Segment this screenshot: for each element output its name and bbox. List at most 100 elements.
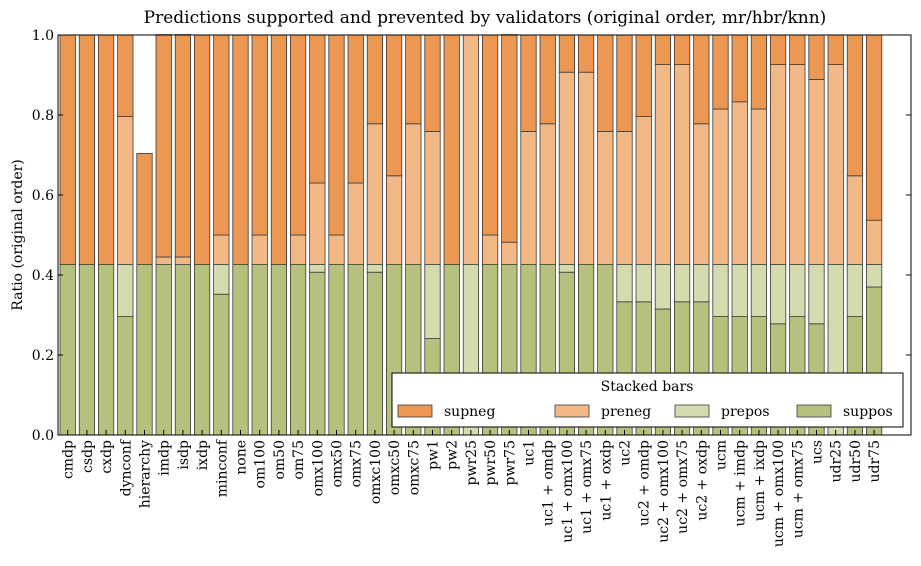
bar-prepos: [616, 264, 633, 303]
x-tick-label: omx50: [330, 440, 346, 487]
bar-preneg: [654, 64, 672, 265]
x-tick-label: om100: [253, 440, 269, 488]
bar-supneg: [347, 34, 364, 184]
bar-suppos: [347, 264, 364, 436]
bar-prepos: [750, 264, 768, 318]
x-tick-label: ucm + omx75: [790, 440, 806, 538]
bar-prepos: [366, 264, 384, 273]
x-tick-label: ucm + omx100: [771, 440, 787, 547]
x-tick-label: uc2 + oxdp: [694, 440, 710, 521]
bar-supneg: [616, 34, 633, 132]
bar-supneg: [174, 34, 191, 258]
x-tick-label: omx75: [349, 440, 365, 487]
bar-preneg: [289, 234, 307, 266]
bar-supneg: [731, 34, 748, 103]
x-tick-label: dynconf: [118, 438, 134, 496]
bar-supneg: [846, 34, 864, 177]
legend-swatch-suppos: [796, 404, 832, 418]
x-tick-label: uc1 + omx100: [560, 440, 576, 543]
bar-supneg: [770, 34, 787, 66]
x-tick-label: om50: [272, 440, 288, 480]
x-tick-label: om75: [291, 440, 307, 480]
bar-prepos: [770, 264, 787, 325]
bar-supneg: [750, 34, 768, 110]
bar-suppos: [78, 264, 95, 436]
x-axis: cmdp csdp cxdp dynconf hierarchy imdp isdp ixdp…: [61, 430, 883, 547]
bar-preneg: [693, 123, 710, 266]
x-tick-label: pw2: [445, 440, 461, 470]
bar-preneg: [251, 234, 268, 266]
y-tick-label: 1.0: [32, 28, 54, 44]
bar-supneg: [808, 34, 825, 80]
x-tick-label: uc1 + oxdp: [598, 440, 614, 521]
x-tick-label: uc1 + omdp: [541, 440, 557, 526]
bar-suppos: [309, 271, 326, 436]
x-tick-label: ucs: [810, 440, 826, 464]
x-tick-label: uc1 + omx75: [579, 440, 595, 534]
x-tick-label: udr25: [829, 440, 845, 483]
bar-supneg: [289, 34, 307, 236]
bar-supneg: [193, 34, 211, 266]
x-tick-label: ucm + ixdp: [752, 440, 768, 521]
legend-swatch-preneg: [554, 404, 590, 418]
legend-label-suppos: suppos: [843, 404, 893, 420]
bar-supneg: [213, 34, 230, 236]
y-axis-label: Ratio (original order): [10, 159, 26, 311]
bar-preneg: [808, 79, 825, 265]
bar-suppos: [98, 264, 115, 436]
bar-suppos: [366, 271, 384, 436]
bar-preneg: [347, 182, 364, 265]
y-tick-label: 0.2: [32, 348, 54, 364]
bar-prepos: [654, 264, 672, 310]
bar-suppos: [251, 264, 268, 436]
bar-supneg: [366, 34, 384, 125]
bar-supneg: [251, 34, 268, 236]
bar-supneg: [385, 34, 403, 177]
bar-prepos: [213, 264, 230, 295]
bar-preneg: [866, 219, 883, 265]
bar-supneg: [78, 34, 95, 266]
x-tick-label: pwr75: [502, 440, 518, 485]
bar-supneg: [501, 34, 518, 243]
legend-label-prepos: prepos: [721, 404, 770, 420]
bar-prepos: [674, 264, 691, 303]
bar-supneg: [789, 34, 806, 66]
bar-preneg: [424, 130, 441, 265]
bar-prepos: [712, 264, 729, 318]
bar-prepos: [117, 264, 134, 318]
bar-preneg: [366, 123, 384, 266]
x-tick-label: pwr25: [464, 440, 480, 485]
legend-frame: [391, 372, 904, 428]
bar-suppos: [328, 264, 345, 436]
bar-preneg: [731, 101, 748, 266]
legend-label-supneg: supneg: [444, 404, 495, 420]
bar-prepos: [808, 264, 825, 325]
x-tick-label: omx100: [310, 440, 326, 496]
bars-layer: [59, 34, 883, 436]
bar-preneg: [174, 256, 191, 265]
bar-supneg: [136, 152, 153, 265]
bar-supneg: [328, 34, 345, 236]
bar-suppos: [193, 264, 211, 436]
legend-label-preneg: preneg: [601, 404, 651, 420]
bar-supneg: [117, 34, 134, 117]
legend: Stacked bars supneg preneg prepos suppos: [391, 372, 904, 428]
bar-suppos: [213, 293, 230, 436]
bar-prepos: [789, 264, 806, 318]
x-tick-label: udr50: [848, 440, 864, 483]
bar-supneg: [98, 34, 115, 266]
bar-preneg: [155, 256, 172, 265]
bar-suppos: [174, 264, 191, 436]
x-tick-label: ucm + imdp: [733, 440, 749, 526]
bar-supneg: [597, 34, 614, 132]
x-tick-label: pw1: [426, 440, 442, 470]
bar-supneg: [578, 34, 595, 73]
x-tick-label: none: [234, 440, 250, 475]
bar-suppos: [136, 264, 153, 436]
bar-supneg: [309, 34, 326, 184]
x-tick-label: uc2 + omdp: [637, 440, 653, 526]
bar-preneg: [827, 64, 844, 265]
x-tick-label: uc2 + omx75: [675, 440, 691, 534]
bar-supneg: [270, 34, 288, 266]
